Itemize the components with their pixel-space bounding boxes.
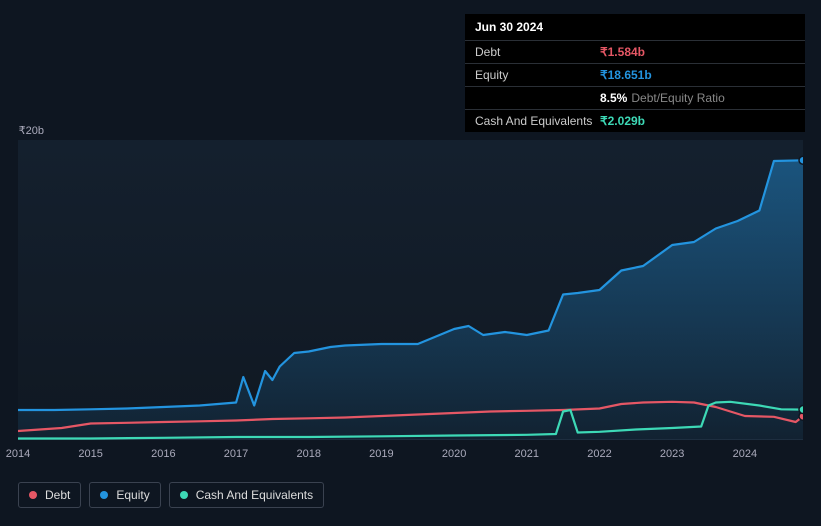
x-tick-label: 2022: [587, 448, 611, 460]
chart-area[interactable]: [18, 140, 803, 440]
line-chart-svg: [18, 140, 803, 440]
tooltip-label: [475, 91, 600, 105]
tooltip-label: Equity: [475, 68, 600, 82]
tooltip-row-equity: Equity ₹18.651b: [465, 64, 805, 87]
x-tick-label: 2020: [442, 448, 466, 460]
tooltip-value: ₹1.584b: [600, 45, 645, 59]
tooltip-panel: Jun 30 2024 Debt ₹1.584b Equity ₹18.651b…: [465, 14, 805, 132]
x-axis: 2014201520162017201820192020202120222023…: [18, 448, 803, 468]
x-tick-label: 2019: [369, 448, 393, 460]
legend-label: Cash And Equivalents: [196, 488, 313, 502]
legend-item-equity[interactable]: Equity: [89, 482, 160, 508]
x-tick-label: 2017: [224, 448, 248, 460]
x-tick-label: 2018: [296, 448, 320, 460]
tooltip-value: 8.5%Debt/Equity Ratio: [600, 91, 725, 105]
tooltip-label: Debt: [475, 45, 600, 59]
legend-item-debt[interactable]: Debt: [18, 482, 81, 508]
x-tick-label: 2021: [515, 448, 539, 460]
tooltip-row-ratio: 8.5%Debt/Equity Ratio: [465, 87, 805, 110]
tooltip-label: Cash And Equivalents: [475, 114, 600, 128]
legend-dot-cash: [180, 491, 188, 499]
legend: Debt Equity Cash And Equivalents: [18, 482, 324, 508]
legend-label: Equity: [116, 488, 149, 502]
legend-item-cash[interactable]: Cash And Equivalents: [169, 482, 324, 508]
legend-dot-debt: [29, 491, 37, 499]
legend-label: Debt: [45, 488, 70, 502]
tooltip-date: Jun 30 2024: [465, 14, 805, 41]
x-tick-label: 2015: [78, 448, 102, 460]
tooltip-row-debt: Debt ₹1.584b: [465, 41, 805, 64]
y-tick-label: ₹20b: [19, 124, 44, 137]
legend-dot-equity: [100, 491, 108, 499]
tooltip-value: ₹18.651b: [600, 68, 652, 82]
x-tick-label: 2016: [151, 448, 175, 460]
tooltip-row-cash: Cash And Equivalents ₹2.029b: [465, 110, 805, 132]
x-tick-label: 2023: [660, 448, 684, 460]
x-tick-label: 2014: [6, 448, 30, 460]
tooltip-value: ₹2.029b: [600, 114, 645, 128]
x-tick-label: 2024: [733, 448, 757, 460]
